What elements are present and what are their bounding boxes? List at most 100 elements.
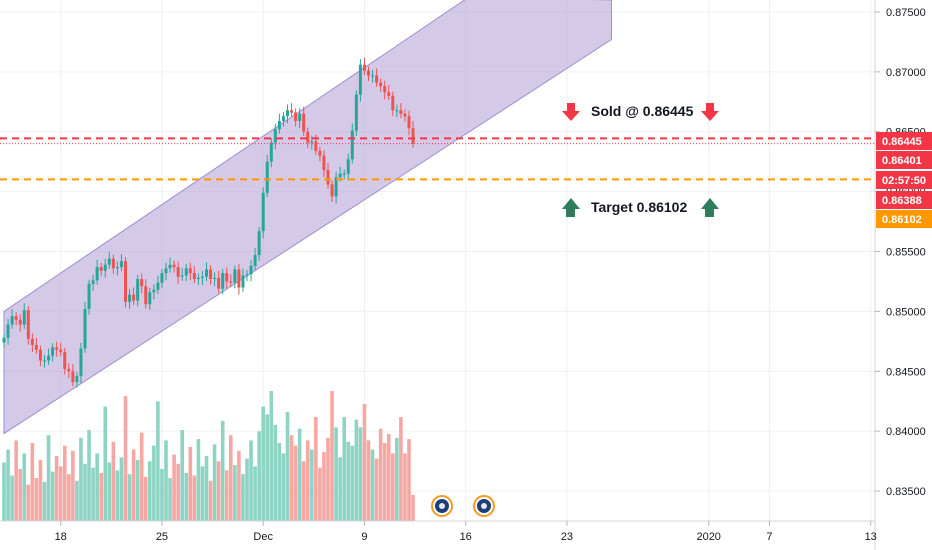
volume-bar <box>212 444 217 521</box>
sold-annotation[interactable]: Sold @ 0.86445 <box>562 103 719 121</box>
volume-bar <box>382 443 387 521</box>
candle-body <box>67 368 71 372</box>
candle-body <box>221 273 225 289</box>
candle-body <box>241 275 245 288</box>
candle-body <box>164 268 168 274</box>
y-tick-label: 0.84000 <box>886 426 926 438</box>
volume-bar <box>297 428 302 521</box>
price-tag <box>876 191 932 209</box>
volume-bar <box>34 478 39 521</box>
candle-body <box>310 141 314 143</box>
volume-bar <box>75 480 79 521</box>
candle-body <box>148 292 152 305</box>
candle-body <box>34 344 38 350</box>
candle-body <box>87 283 91 310</box>
price-tag-label: 0.86401 <box>882 155 922 167</box>
price-tag-label: 0.86445 <box>882 136 922 148</box>
candle-body <box>10 316 14 325</box>
volume-bar <box>6 449 10 521</box>
candle-body <box>176 267 180 277</box>
x-tick-label: 16 <box>460 531 472 543</box>
volume-bar <box>395 437 399 521</box>
candle-body <box>107 258 111 265</box>
volume-bar <box>38 459 43 521</box>
buy-arrow-icon <box>701 198 719 217</box>
volume-bar <box>26 484 31 521</box>
volume-bar <box>305 440 310 521</box>
volume-bar <box>91 467 95 521</box>
volume-bar <box>249 440 253 521</box>
candle-body <box>55 347 59 350</box>
candle-body <box>298 113 302 121</box>
candle-body <box>140 279 144 287</box>
candle-body <box>391 95 395 111</box>
volume-bar <box>131 449 136 521</box>
candle-body <box>75 376 79 383</box>
volume-bar <box>87 430 91 521</box>
volume-bar <box>366 440 371 521</box>
volume-bar <box>119 457 124 521</box>
volume-bar <box>54 456 59 521</box>
volume-bar <box>314 417 318 521</box>
volume-bar <box>176 463 180 521</box>
volume-bar <box>277 443 282 521</box>
volume-bar <box>135 459 140 521</box>
price-tag-label: 0.86102 <box>882 214 922 226</box>
volume-bar <box>188 446 193 521</box>
candle-body <box>188 268 192 274</box>
volume-bar <box>362 404 367 521</box>
volume-bar <box>58 466 63 521</box>
candle-body <box>233 269 237 283</box>
volume-bar <box>378 428 383 521</box>
candle-body <box>205 269 208 277</box>
trend-channel[interactable] <box>3 0 612 435</box>
volume-bar <box>350 445 355 521</box>
candle-body <box>318 150 322 156</box>
volume-bar <box>172 454 176 521</box>
volume-bar <box>50 471 55 521</box>
volume-bar <box>237 450 241 521</box>
candle-body <box>128 294 132 302</box>
candle-body <box>99 267 103 271</box>
event-markers[interactable] <box>431 495 495 517</box>
candle-body <box>367 70 370 76</box>
volume-bar <box>346 441 351 521</box>
y-tick-label: 0.85000 <box>886 306 926 318</box>
candle-body <box>111 258 115 269</box>
price-tag <box>876 151 932 169</box>
candle-body <box>119 261 123 268</box>
target-annotation[interactable]: Target 0.86102 <box>562 198 719 217</box>
volume-bar <box>184 472 189 521</box>
candle-body <box>314 141 318 151</box>
candle-body <box>249 265 253 275</box>
y-axis[interactable]: 0.875000.870000.865000.860000.855000.850… <box>875 7 926 498</box>
volume-bar <box>224 470 229 521</box>
candle-body <box>6 324 10 338</box>
candle-body <box>322 155 326 171</box>
candle-body <box>225 273 229 282</box>
volume-bar <box>107 462 112 521</box>
candle-body <box>196 277 200 280</box>
volume-bar <box>18 469 22 521</box>
candle-body <box>103 264 107 271</box>
price-tag <box>876 132 932 150</box>
y-tick-label: 0.85500 <box>886 247 926 259</box>
x-axis[interactable]: 18 25 Dec 9 16 23 2020 7 13 <box>55 521 877 543</box>
candle-body <box>2 337 6 343</box>
volume-bar <box>2 462 6 521</box>
price-lines[interactable] <box>0 137 875 181</box>
y-tick-label: 0.83500 <box>886 486 926 498</box>
candle-body <box>200 276 204 278</box>
candle-body <box>290 110 294 113</box>
volume-bar <box>180 430 184 521</box>
candle-body <box>286 110 289 117</box>
price-tag-label: 02:57:50 <box>882 175 926 187</box>
x-tick-label: 25 <box>156 531 168 543</box>
candle-body <box>47 355 51 361</box>
candle-body <box>362 64 366 71</box>
candle-body <box>371 75 375 77</box>
volume-bar <box>111 441 116 521</box>
volume-bar <box>374 458 379 521</box>
volume-bar <box>95 453 99 521</box>
